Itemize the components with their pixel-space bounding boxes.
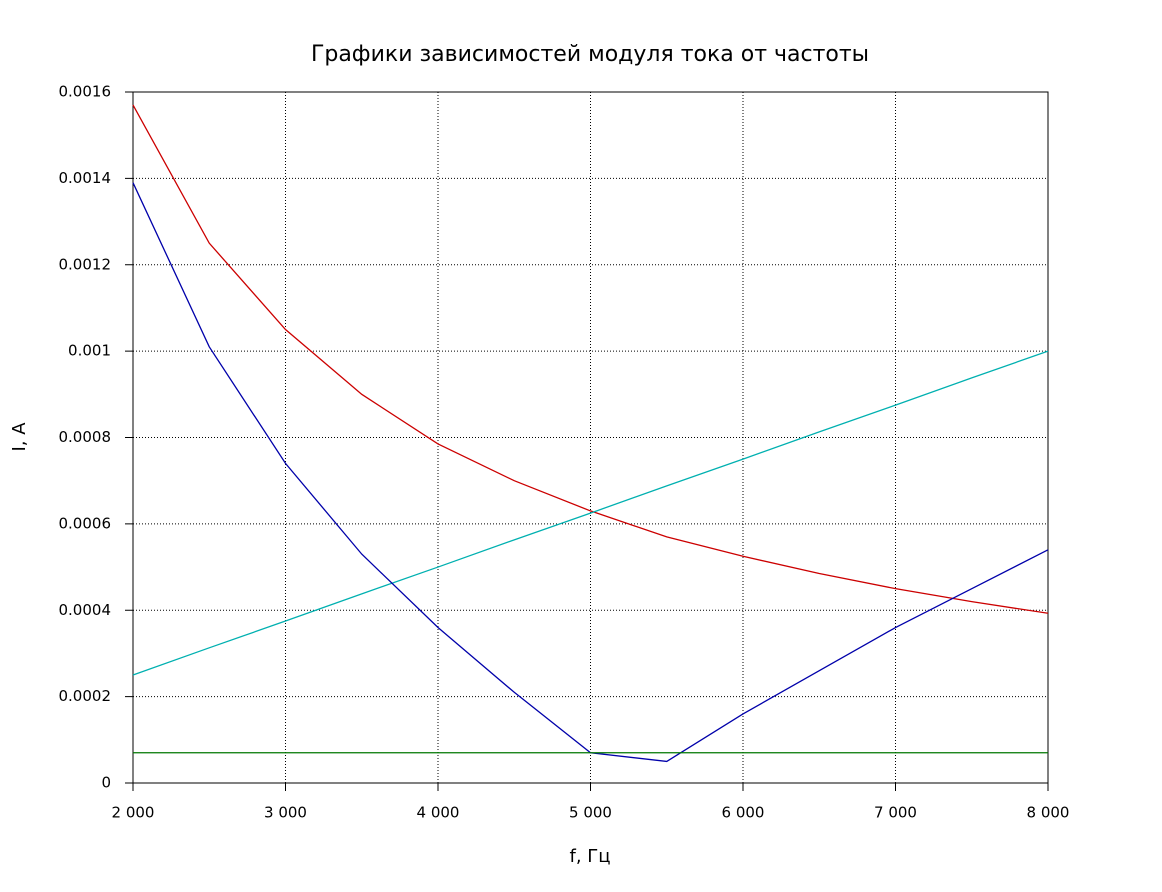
y-tick-label: 0.0012 (59, 255, 112, 273)
chart-title: Графики зависимостей модуля тока от част… (311, 42, 869, 67)
x-axis-label: f, Гц (569, 846, 610, 867)
x-tick-label: 4 000 (417, 804, 460, 822)
y-axis-label: I, A (9, 422, 30, 452)
y-tick-label: 0 (101, 774, 111, 792)
x-tick-label: 6 000 (722, 804, 765, 822)
series-line (132, 104, 1049, 614)
y-tick-label: 0.0014 (59, 169, 112, 187)
x-tick-label: 5 000 (569, 804, 612, 822)
y-tick-label: 0.0006 (59, 514, 112, 532)
x-tick-label: 2 000 (112, 804, 155, 822)
series-line (132, 350, 1049, 676)
y-tick-label: 0.0004 (59, 601, 112, 619)
y-tick-label: 0.0016 (59, 83, 112, 101)
plot-frame (132, 91, 1049, 784)
x-tick-label: 8 000 (1027, 804, 1070, 822)
x-tick-label: 3 000 (264, 804, 307, 822)
x-tick-label: 7 000 (874, 804, 917, 822)
y-tick-label: 0.001 (68, 342, 111, 360)
y-tick-label: 0.0008 (59, 428, 112, 446)
y-tick-label: 0.0002 (59, 687, 112, 705)
